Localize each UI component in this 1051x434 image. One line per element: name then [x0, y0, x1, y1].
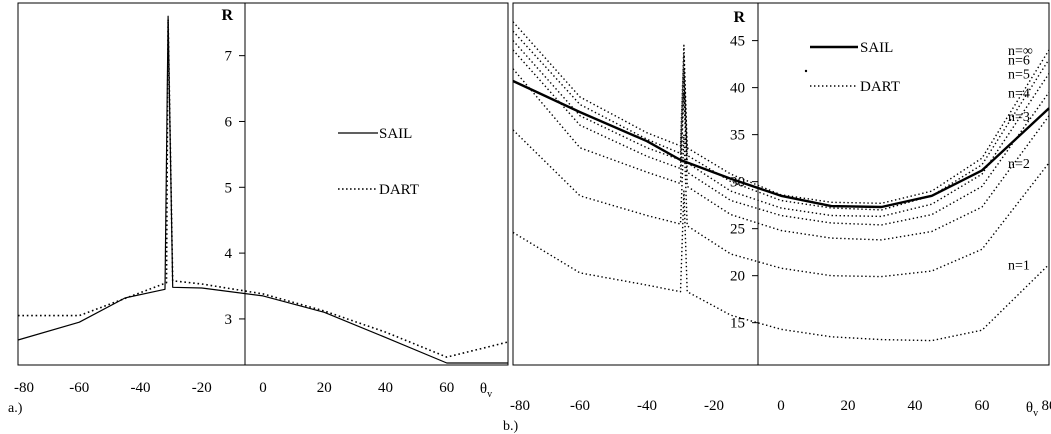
dart-line-n4 [513, 50, 1049, 225]
x-tick-label: 40 [378, 380, 393, 396]
y-tick-label: 4 [225, 246, 233, 262]
panel-b-ylabel: R [733, 9, 745, 26]
sail-line [18, 16, 508, 363]
x-tick-label: 60 [439, 380, 454, 396]
dart-line [18, 20, 508, 358]
sail-line [513, 81, 1049, 207]
panel-a: R 3 4 5 6 7 -80 -60 -40 -20 0 20 40 60 θv a.) SAIL … [8, 3, 508, 416]
panel-a-y-ticks: 3 4 5 6 7 [225, 49, 246, 328]
y-tick-label: 7 [225, 49, 233, 65]
x-tick-label: 20 [841, 398, 856, 414]
dart-line-n2 [513, 130, 1049, 277]
panel-a-legend: SAIL DART [338, 126, 419, 198]
x-tick-label: 80 [1042, 398, 1051, 414]
dart-line-n5 [513, 41, 1049, 217]
y-tick-label: 3 [225, 312, 233, 328]
y-tick-label: 15 [730, 316, 745, 332]
x-tick-label: 0 [777, 398, 785, 414]
x-tick-label: -80 [14, 380, 34, 396]
panel-b-frame [513, 3, 1049, 365]
panel-b-series [513, 22, 1049, 341]
y-tick-label: 20 [730, 269, 745, 285]
legend-sail-label-b: SAIL [860, 40, 893, 56]
panel-a-frame [18, 3, 508, 365]
x-tick-label: -60 [570, 398, 590, 414]
dart-line-n6 [513, 31, 1049, 210]
x-tick-label: -60 [69, 380, 89, 396]
dart-line-n3 [513, 69, 1049, 240]
legend-dart-label-a: DART [379, 182, 419, 198]
panel-b-legend: SAIL DART [805, 40, 900, 95]
panel-a-series [18, 16, 508, 363]
x-tick-label: 0 [259, 380, 267, 396]
curve-label: n=2 [1008, 157, 1030, 172]
x-tick-label: 60 [975, 398, 990, 414]
stray-dot [805, 70, 807, 72]
legend-sail-label-a: SAIL [379, 126, 412, 142]
y-tick-label: 6 [225, 114, 233, 130]
panel-a-xlabel: θv [480, 381, 492, 400]
x-tick-label: -20 [704, 398, 724, 414]
panel-a-x-ticks: -80 -60 -40 -20 0 20 40 60 [14, 365, 454, 396]
y-tick-label: 35 [730, 128, 745, 144]
y-tick-label: 45 [730, 34, 745, 50]
x-tick-label: -40 [637, 398, 657, 414]
x-tick-label: 40 [908, 398, 923, 414]
panel-b-xlabel: θv [1026, 400, 1038, 419]
x-tick-label: -80 [510, 398, 530, 414]
panel-b-curve-labels: n=∞n=6n=5n=4n=3n=2n=1 [1008, 44, 1033, 273]
x-tick-label: -20 [192, 380, 212, 396]
curve-label: n=6 [1008, 53, 1030, 68]
curve-label: n=4 [1008, 86, 1030, 101]
y-tick-label: 40 [730, 81, 745, 97]
x-tick-label: 20 [317, 380, 332, 396]
y-tick-label: 25 [730, 222, 745, 238]
curve-label: n=3 [1008, 110, 1030, 125]
curve-label: n=1 [1008, 258, 1030, 273]
panel-b-label: b.) [503, 419, 519, 434]
panel-a-ylabel: R [221, 7, 233, 24]
curve-label: n=5 [1008, 68, 1030, 83]
panel-a-label: a.) [8, 401, 23, 416]
y-tick-label: 5 [225, 180, 233, 196]
x-tick-label: -40 [131, 380, 151, 396]
legend-dart-label-b: DART [860, 79, 900, 95]
panel-b-x-ticks: -80 -60 -40 -20 0 20 40 60 80 [510, 365, 1051, 414]
